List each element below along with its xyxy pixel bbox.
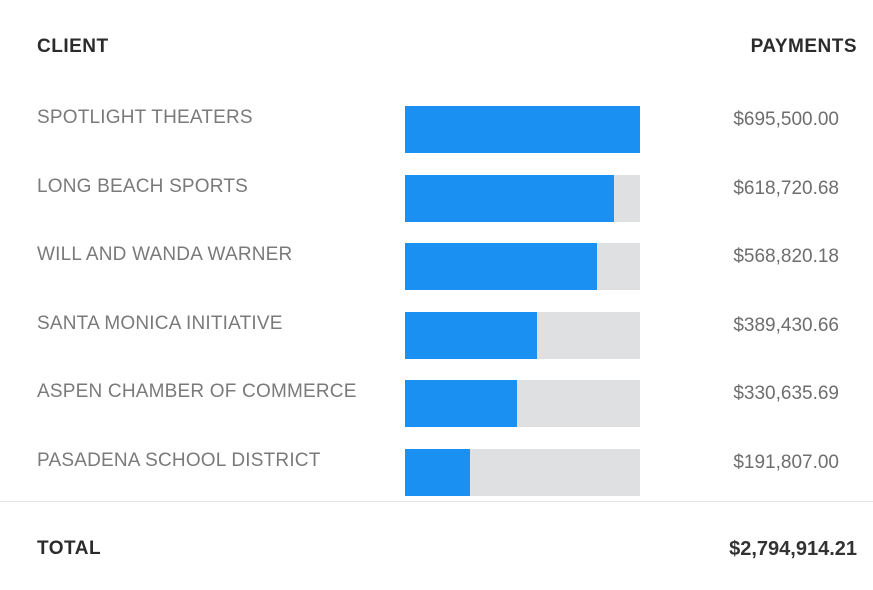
table-row: PASADENA SCHOOL DISTRICT $191,807.00 [0, 445, 873, 514]
client-name: ASPEN CHAMBER OF COMMERCE [37, 381, 357, 402]
total-value: $2,794,914.21 [729, 538, 857, 560]
bar-track [405, 174, 640, 222]
payment-bar [405, 311, 537, 359]
payment-value: $568,820.18 [733, 246, 839, 267]
table-footer: TOTAL $2,794,914.21 [0, 538, 873, 568]
client-payments-chart: SPOTLIGHT THEATERS $695,500.00 LONG BEACH … [0, 102, 873, 513]
client-name: SANTA MONICA INITIATIVE [37, 312, 283, 334]
table-row: ASPEN CHAMBER OF COMMERCE $330,635.69 [0, 376, 873, 445]
client-name: WILL AND WANDA WARNER [37, 244, 293, 265]
payment-bar [405, 106, 640, 153]
payment-value: $389,430.66 [733, 314, 839, 336]
payment-value: $191,807.00 [733, 451, 839, 473]
client-column-header: CLIENT [37, 36, 109, 57]
payment-value: $695,500.00 [733, 109, 839, 130]
table-row: SPOTLIGHT THEATERS $695,500.00 [0, 102, 873, 171]
bar-track [405, 106, 640, 153]
table-header: CLIENT PAYMENTS [0, 36, 873, 66]
table-row: WILL AND WANDA WARNER $568,820.18 [0, 239, 873, 308]
payment-bar [405, 243, 597, 290]
bar-track [405, 448, 640, 496]
table-row: LONG BEACH SPORTS $618,720.68 [0, 171, 873, 240]
payment-value: $330,635.69 [733, 383, 839, 404]
bar-track [405, 380, 640, 427]
payment-bar [405, 448, 470, 496]
client-name: PASADENA SCHOOL DISTRICT [37, 449, 321, 471]
payment-bar [405, 174, 614, 222]
payment-value: $618,720.68 [733, 177, 839, 199]
bar-track [405, 311, 640, 359]
total-label: TOTAL [37, 538, 102, 559]
total-divider [0, 501, 873, 502]
payment-bar [405, 380, 517, 427]
payments-column-header: PAYMENTS [750, 36, 857, 57]
bar-track [405, 243, 640, 290]
client-name: LONG BEACH SPORTS [37, 175, 249, 197]
table-row: SANTA MONICA INITIATIVE $389,430.66 [0, 308, 873, 377]
client-name: SPOTLIGHT THEATERS [37, 107, 253, 128]
